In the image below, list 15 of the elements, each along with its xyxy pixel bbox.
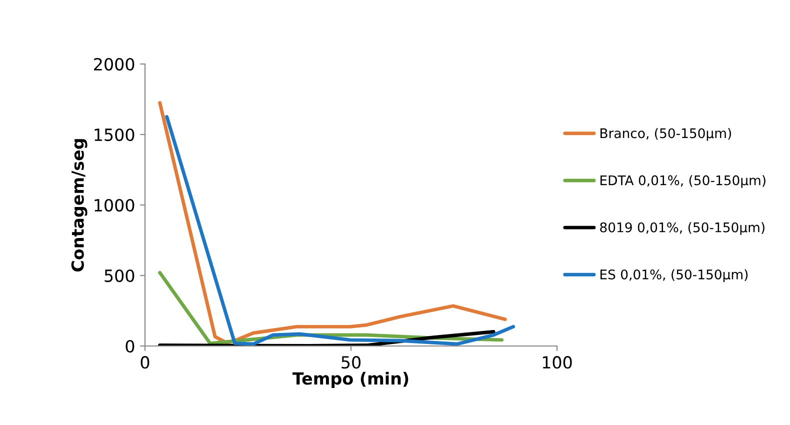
legend-label: ES 0,01%, (50-150µm) bbox=[600, 269, 748, 282]
legend-label: EDTA 0,01%, (50-150µm) bbox=[600, 175, 766, 188]
x-tick-label: 0 bbox=[140, 356, 150, 369]
y-axis-title: Contagem/seg bbox=[71, 139, 88, 272]
x-tick-label: 50 bbox=[342, 356, 360, 369]
x-tick-label: 100 bbox=[542, 356, 572, 369]
y-tick-label: 2000 bbox=[94, 58, 134, 71]
line-series bbox=[158, 330, 496, 346]
y-tick-label: 0 bbox=[126, 340, 134, 353]
y-tick-label: 1500 bbox=[94, 128, 134, 142]
y-tick-label: 500 bbox=[104, 269, 134, 282]
legend-label: 8019 0,01%, (50-150µm) bbox=[600, 222, 764, 235]
x-axis-title: Tempo (min) bbox=[292, 372, 408, 388]
y-tick-label: 1000 bbox=[94, 198, 134, 212]
legend-label: Branco, (50-150µm) bbox=[600, 128, 732, 141]
